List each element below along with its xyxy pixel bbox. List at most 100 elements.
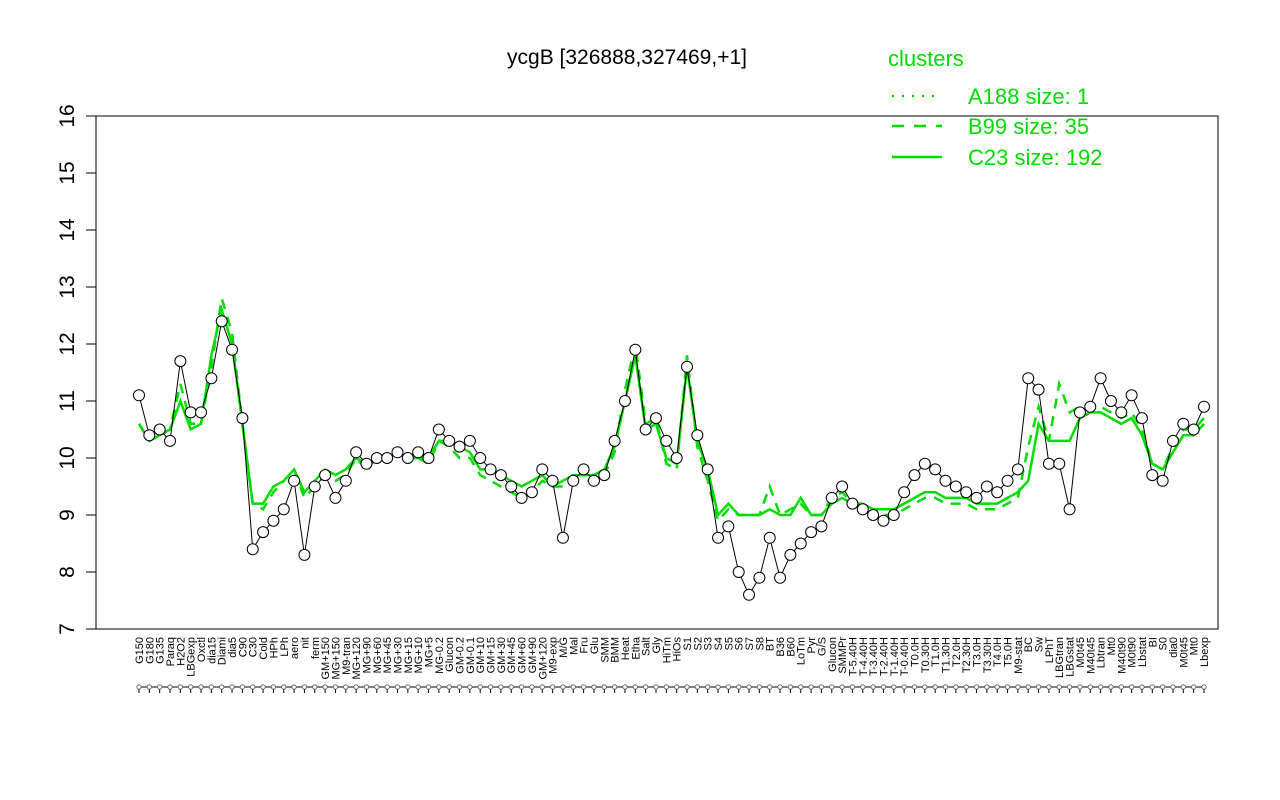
rug-mark [994,684,1000,690]
rug-mark [901,684,907,690]
x-tick-label: GM+30 [496,637,508,673]
x-tick-label: LPhT [1044,637,1056,664]
rug-mark [1139,684,1145,690]
x-tick-label: M40t45 [1085,637,1097,674]
x-tick-label: G/S [816,637,828,656]
rug-mark [1056,684,1062,690]
x-tick-label: ferm [310,637,322,659]
x-tick-label: T0.0H [909,637,921,667]
data-point [939,474,952,487]
x-tick-label: Lbtran [1096,637,1108,668]
rug-mark [736,684,742,690]
rug-mark [984,684,990,690]
x-axis: G150G180G135ParaqH2O2LBGexpOxctldia15Dia… [134,636,1211,693]
data-point [536,463,549,476]
x-tick-label: B36 [775,637,787,657]
x-tick-label: T5.0H [1003,637,1015,667]
x-tick-label: BMM [610,637,622,663]
rug-mark [1201,684,1207,690]
rug-mark [1087,684,1093,690]
data-point [463,434,476,447]
data-point [195,406,208,419]
data-point [556,531,569,544]
data-point [1115,406,1128,419]
rug-mark [239,684,245,690]
data-point [277,503,290,516]
rug-mark [353,684,359,690]
data-point [608,434,621,447]
x-tick-label: LoTm [796,637,808,665]
chart-title: ycgB [326888,327469,+1] [507,46,747,69]
y-tick-label: 10 [56,446,79,469]
x-tick-label: G180 [144,637,156,664]
rug-mark [1180,684,1186,690]
data-point [1063,503,1076,516]
rug-mark [198,684,204,690]
plot-frame [95,115,1219,630]
x-tick-label: LBGstat [1065,637,1077,677]
data-point [257,526,270,539]
rug-mark [612,684,618,690]
rug-mark [932,684,938,690]
rug-mark [167,684,173,690]
x-tick-label: Glucon [827,637,839,672]
x-tick-label: T1.0H [930,637,942,667]
rug-mark [508,684,514,690]
rug-mark [498,684,504,690]
x-tick-label: MG+10 [413,637,425,673]
data-point [143,429,156,442]
x-tick-label: T4.0H [992,637,1004,667]
x-tick-label: GM+15 [486,637,498,673]
rug-mark [839,684,845,690]
data-point [712,531,725,544]
data-point [660,434,673,447]
x-tick-label: Fru [579,637,591,654]
data-point [598,469,611,482]
x-tick-label: GM+10 [475,637,487,673]
data-point [226,343,239,356]
rug-mark [1025,684,1031,690]
rug-mark [674,684,680,690]
x-tick-label: T2.0H [951,637,963,667]
rug-mark [446,684,452,690]
data-point [980,480,993,493]
data-point [1177,417,1190,430]
x-tick-label: M9-exp [548,637,560,674]
data-point [929,463,942,476]
rug-mark [622,684,628,690]
data-point [681,360,694,373]
x-tick-label: dia15 [206,637,218,664]
rug-mark [746,684,752,690]
rug-mark [632,684,638,690]
data-point [743,588,756,601]
x-tick-label: M40t90 [1116,637,1128,674]
rug-mark [1077,684,1083,690]
data-point [763,531,776,544]
data-point [867,509,880,521]
data-point [288,474,301,487]
data-point [1094,372,1107,385]
data-point [133,389,145,402]
x-tick-label: T-2.40H [878,637,890,676]
data-point [236,412,249,425]
data-point [174,355,187,368]
rug-mark [260,684,266,690]
x-tick-label: S1 [682,637,694,650]
rug-mark [157,684,163,690]
rug-mark [798,684,804,690]
data-point [164,434,177,447]
data-point [215,315,228,328]
data-point [1022,372,1035,385]
rug-mark [322,684,328,690]
x-tick-label: S3 [703,637,715,650]
data-point [1156,474,1169,487]
x-tick-label: HPh [268,637,280,658]
data-point [184,406,197,419]
data-point [267,514,280,527]
x-tick-label: T2.30H [961,637,973,673]
data-point [525,486,538,499]
rug-mark [374,684,380,690]
data-point [918,457,931,470]
x-tick-label: GM+90 [527,637,539,673]
rug-mark [301,684,308,690]
